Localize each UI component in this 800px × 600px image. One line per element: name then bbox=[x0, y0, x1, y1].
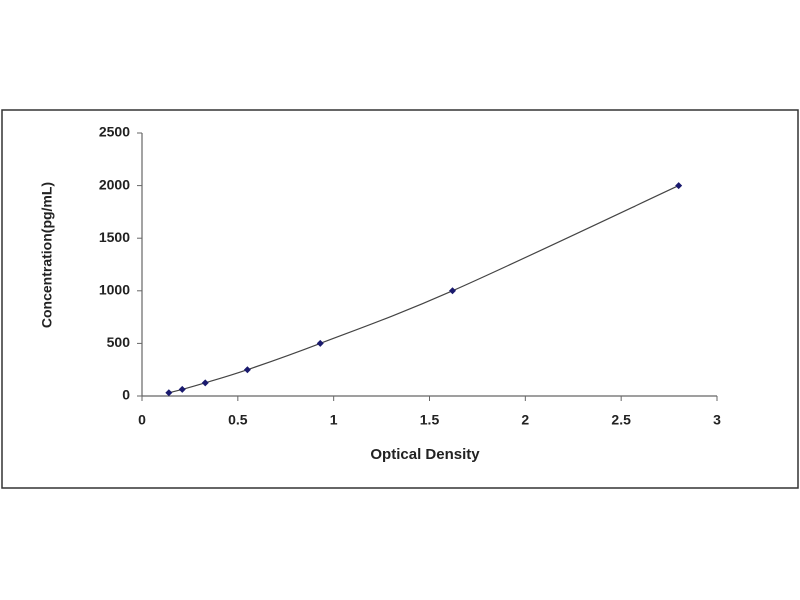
y-tick-label: 2000 bbox=[99, 176, 130, 192]
point bbox=[449, 287, 456, 295]
x-tick-label: 3 bbox=[713, 412, 721, 428]
x-tick-label: 2 bbox=[521, 412, 529, 428]
y-axis-title: Concentration(pg/mL) bbox=[39, 182, 55, 328]
y-tick-label: 2500 bbox=[99, 124, 130, 140]
y-tick-label: 500 bbox=[107, 334, 131, 350]
y-tick-label: 0 bbox=[122, 387, 130, 403]
x-tick-label: 0.5 bbox=[228, 412, 248, 428]
x-tick-label: 1 bbox=[330, 412, 338, 428]
y-tick-label: 1500 bbox=[99, 229, 130, 245]
x-tick-label: 1.5 bbox=[420, 412, 440, 428]
x-tick-label: 0 bbox=[138, 412, 146, 428]
chart-frame bbox=[1, 109, 799, 489]
x-tick-label: 2.5 bbox=[611, 412, 631, 428]
point bbox=[165, 389, 173, 397]
point bbox=[675, 182, 683, 190]
point bbox=[316, 339, 324, 347]
point bbox=[178, 385, 186, 393]
y-tick-label: 1000 bbox=[99, 282, 130, 298]
point bbox=[243, 366, 251, 374]
point bbox=[201, 379, 209, 387]
x-axis-title: Optical Density bbox=[370, 446, 480, 463]
